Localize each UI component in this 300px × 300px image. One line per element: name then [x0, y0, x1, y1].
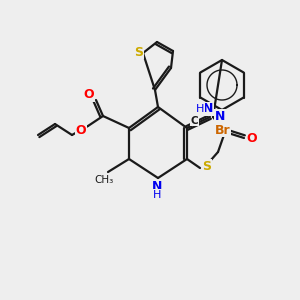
- Text: S: S: [134, 46, 143, 59]
- Text: S: S: [202, 160, 211, 172]
- Text: Br: Br: [215, 124, 231, 136]
- Text: N: N: [152, 181, 162, 194]
- Text: N: N: [215, 110, 225, 122]
- Text: H: H: [153, 190, 161, 200]
- Text: O: O: [247, 131, 257, 145]
- Text: C: C: [191, 116, 198, 125]
- Text: O: O: [84, 88, 94, 101]
- Text: CH₃: CH₃: [94, 175, 114, 185]
- Text: H: H: [196, 104, 204, 114]
- Text: N: N: [203, 103, 213, 116]
- Text: O: O: [76, 124, 86, 137]
